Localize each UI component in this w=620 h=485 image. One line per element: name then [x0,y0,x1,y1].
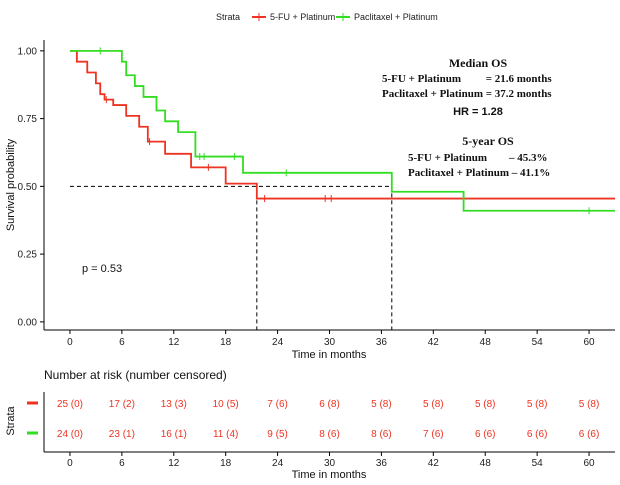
risk-x-tick-label: 42 [428,458,440,469]
risk-x-tick-label: 0 [67,458,73,469]
risk-cell: 23 (1) [109,429,135,440]
median-reference-lines [69,185,393,330]
x-tick-label: 12 [168,337,180,348]
x-axis-label: Time in months [292,349,367,361]
y-tick-label: 1.00 [18,46,38,57]
risk-cell: 7 (6) [423,429,444,440]
annotations: p = 0.53 Median OS 5-FU + Platinum = 21.… [82,56,552,275]
p-value: p = 0.53 [82,263,122,275]
risk-table-x-label: Time in months [292,469,367,481]
risk-cell: 6 (6) [579,429,600,440]
legend: Strata 5-FU + Platinum Paclitaxel + Plat… [216,12,438,22]
curve-paclitaxel-platinum [69,49,615,212]
risk-cell: 5 (8) [579,399,600,410]
risk-cell: 24 (0) [57,429,83,440]
x-ticks: 0 6 12 18 24 30 36 42 48 54 60 [67,330,595,348]
five-year-os-paclitaxel: Paclitaxel + Platinum – 41.1% [408,167,550,179]
x-tick-label: 36 [376,337,388,348]
median-os-5fu: 5-FU + Platinum = 21.6 months [382,73,552,85]
risk-cell: 8 (6) [319,429,340,440]
risk-cell: 13 (3) [161,399,187,410]
risk-cell: 11 (4) [213,429,238,440]
risk-table-strata-label: Strata [5,405,17,435]
x-tick-label: 18 [220,337,232,348]
risk-cell: 5 (8) [423,399,444,410]
risk-cell: 25 (0) [57,399,83,410]
risk-cell: 9 (5) [267,429,288,440]
risk-table-title: Number at risk (number censored) [44,368,227,382]
legend-entry-5fu: 5-FU + Platinum [270,12,335,22]
risk-x-tick-label: 48 [480,458,492,469]
five-year-os-title: 5-year OS [462,134,514,148]
risk-cell: 6 (8) [319,399,340,410]
risk-cell: 6 (6) [475,429,496,440]
hazard-ratio: HR = 1.28 [453,106,503,118]
risk-table-x-ticks: 0 6 12 18 24 30 36 42 48 54 60 [67,452,595,469]
x-tick-label: 42 [428,337,440,348]
x-tick-label: 6 [119,337,125,348]
x-tick-label: 60 [583,337,595,348]
legend-title: Strata [216,12,240,22]
x-tick-label: 30 [324,337,336,348]
x-tick-label: 0 [67,337,73,348]
risk-x-tick-label: 24 [272,458,284,469]
x-tick-label: 24 [272,337,284,348]
risk-x-tick-label: 30 [324,458,336,469]
y-tick-label: 0.00 [18,317,38,328]
risk-cell: 6 (6) [527,429,548,440]
risk-x-tick-label: 54 [532,458,544,469]
risk-cell: 7 (6) [267,399,288,410]
main-axes: 0.00 0.25 0.50 0.75 1.00 0 6 12 18 24 30 36 42 48 54 6… [5,40,615,361]
x-tick-label: 48 [480,337,492,348]
risk-cell: 16 (1) [161,429,187,440]
survival-curves [69,47,615,215]
risk-cell: 8 (6) [371,429,392,440]
risk-x-tick-label: 6 [119,458,125,469]
risk-table-cells: 25 (0) 17 (2) 13 (3) 10 (5) 7 (6) 6 (8) 5 (8) 5… [57,399,599,440]
y-tick-label: 0.75 [18,114,38,125]
median-os-paclitaxel: Paclitaxel + Platinum = 37.2 months [382,88,552,100]
risk-x-tick-label: 18 [220,458,232,469]
y-ticks: 0.00 0.25 0.50 0.75 1.00 [18,46,44,328]
risk-cell: 5 (8) [527,399,548,410]
five-year-os-5fu: 5-FU + Platinum – 45.3% [408,152,548,164]
risk-cell: 5 (8) [475,399,496,410]
risk-table-strata-swatches [27,401,38,435]
y-axis-label: Survival probability [5,138,17,231]
median-os-title: Median OS [449,56,508,70]
y-tick-label: 0.25 [18,250,38,261]
risk-x-tick-label: 60 [583,458,595,469]
risk-cell: 10 (5) [213,399,239,410]
risk-x-tick-label: 36 [376,458,388,469]
legend-entry-paclitaxel: Paclitaxel + Platinum [354,12,438,22]
risk-table: Number at risk (number censored) Strata … [5,368,615,481]
x-tick-label: 54 [532,337,544,348]
risk-cell: 5 (8) [371,399,392,410]
risk-x-tick-label: 12 [168,458,180,469]
y-tick-label: 0.50 [18,182,38,193]
risk-cell: 17 (2) [109,399,135,410]
